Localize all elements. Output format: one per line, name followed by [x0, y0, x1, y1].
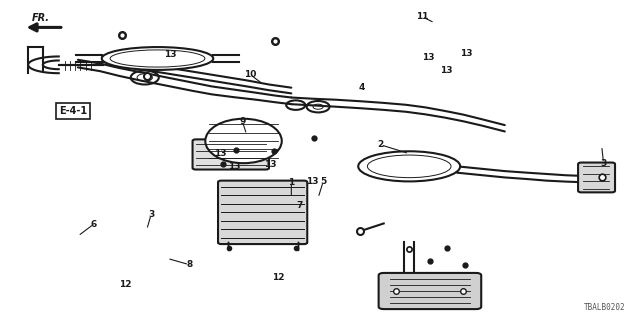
Text: 3: 3 — [600, 159, 607, 168]
Ellipse shape — [205, 119, 282, 163]
Text: 13: 13 — [306, 177, 319, 186]
Text: 7: 7 — [296, 201, 303, 210]
Text: 13: 13 — [228, 162, 240, 171]
Text: 13: 13 — [460, 49, 473, 58]
Text: 9: 9 — [239, 117, 246, 126]
Text: 5: 5 — [320, 177, 326, 186]
FancyBboxPatch shape — [218, 180, 307, 244]
FancyBboxPatch shape — [193, 140, 269, 170]
Ellipse shape — [110, 50, 205, 67]
FancyBboxPatch shape — [578, 163, 615, 192]
Text: TBALB0202: TBALB0202 — [584, 303, 626, 312]
Text: E-4-1: E-4-1 — [59, 106, 87, 116]
Text: 4: 4 — [358, 83, 365, 92]
Text: FR.: FR. — [32, 13, 50, 23]
Text: 13: 13 — [422, 53, 435, 62]
Text: 12: 12 — [273, 273, 285, 282]
Text: 11: 11 — [416, 12, 428, 21]
FancyBboxPatch shape — [379, 273, 481, 309]
Text: 8: 8 — [186, 260, 193, 269]
Text: 3: 3 — [148, 210, 154, 219]
Text: 1: 1 — [288, 178, 294, 187]
Ellipse shape — [102, 47, 213, 70]
Ellipse shape — [367, 155, 451, 178]
Text: 6: 6 — [91, 220, 97, 228]
Text: 12: 12 — [120, 280, 132, 289]
Text: 13: 13 — [164, 50, 177, 59]
Text: 13: 13 — [214, 148, 227, 157]
Text: 13: 13 — [440, 66, 452, 75]
Text: 13: 13 — [264, 160, 276, 169]
Text: 2: 2 — [378, 140, 383, 149]
Ellipse shape — [358, 151, 460, 181]
Text: 10: 10 — [244, 70, 256, 79]
